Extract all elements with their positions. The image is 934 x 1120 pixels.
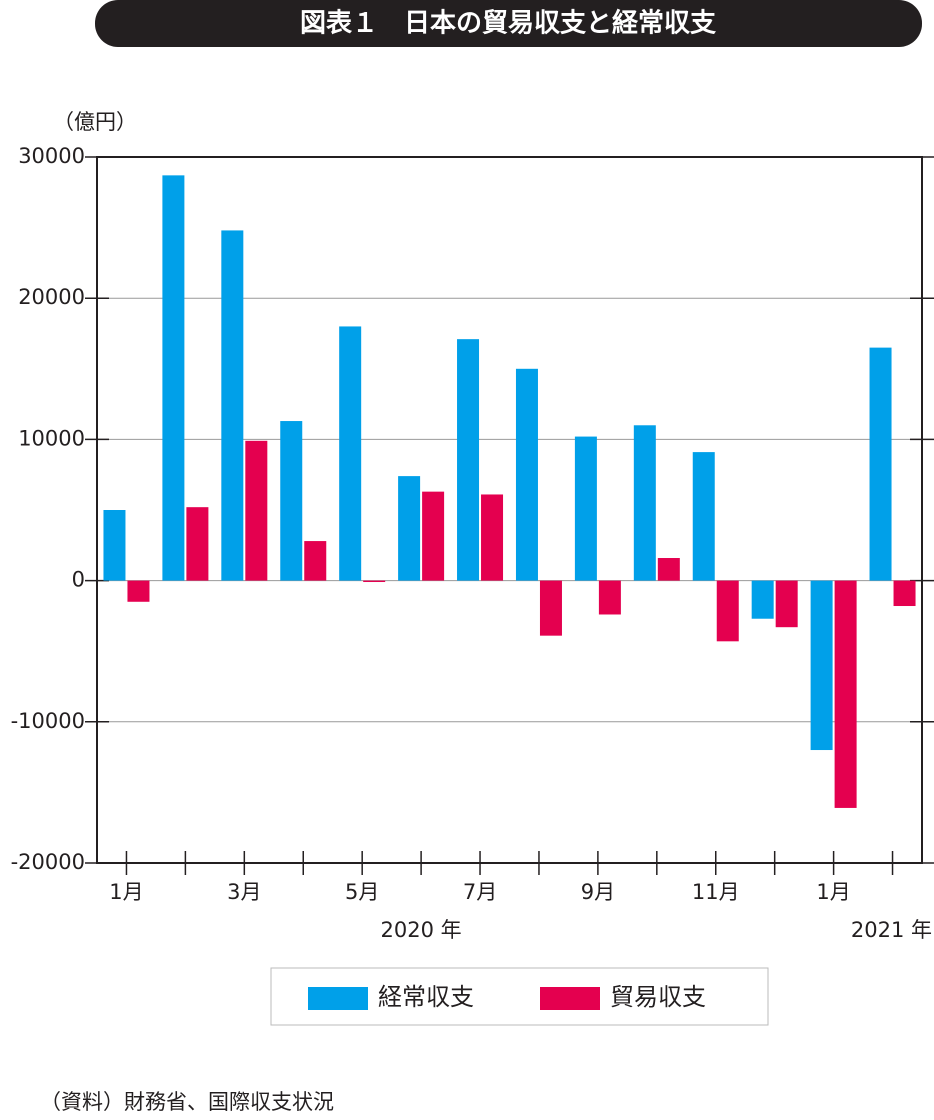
source-note: （資料）財務省、国際収支状況 [40,1090,334,1114]
x-tick-label: 7月 [463,880,497,904]
x-tick-label: 9月 [581,880,615,904]
legend-swatch [308,987,368,1010]
legend-label: 経常収支 [378,983,474,1011]
year-label: 2021 年 [851,918,932,942]
x-tick-label: 5月 [345,880,379,904]
bar [574,436,597,581]
bar [339,326,362,581]
bar [422,491,445,581]
y-unit: （億円） [53,110,137,134]
bar [186,507,209,581]
bar [515,368,538,581]
y-tick-label: 10000 [18,426,85,450]
plot-frame [96,156,923,864]
x-tick-label: 11月 [692,880,740,904]
bar [127,580,150,602]
year-label: 2020 年 [381,918,462,942]
legend-label: 貿易収支 [610,983,706,1011]
chart-title: 図表１ 日本の貿易収支と経常収支 [300,8,716,39]
y-tick-label: 20000 [18,285,85,309]
legend-box [270,967,769,1026]
bar [162,175,185,581]
bar [834,580,857,808]
bar [810,580,833,751]
bar [869,347,892,581]
bar [398,476,421,581]
bar [775,580,798,628]
x-tick-label: 1月 [109,880,143,904]
bar [363,580,386,583]
bar [716,580,739,642]
bar [221,230,244,581]
bar [751,580,774,619]
bar [539,580,562,636]
bar [657,558,680,581]
bar [304,541,327,581]
bar [245,440,268,581]
legend-swatch [540,987,600,1010]
y-tick-label: 0 [72,568,85,592]
bar [103,510,126,581]
title-banner [95,0,922,47]
bar [457,339,480,581]
bar [633,425,656,581]
y-tick-label: -10000 [11,709,85,733]
x-tick-label: 3月 [227,880,261,904]
bar [893,580,916,607]
y-tick-label: 30000 [18,144,85,168]
y-tick-label: -20000 [11,850,85,874]
x-tick-label: 1月 [816,880,850,904]
bar [280,421,303,581]
bar [598,580,621,615]
bar [481,494,504,581]
bar [692,452,715,581]
